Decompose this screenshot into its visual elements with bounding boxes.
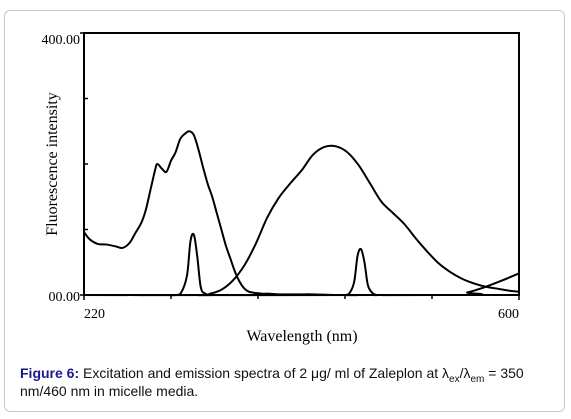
y-axis-label: Fluorescence intensity bbox=[44, 92, 61, 236]
x-tick-label-max: 600 bbox=[498, 307, 519, 322]
spectrum-line-5 bbox=[83, 272, 520, 297]
spectrum-line-2 bbox=[84, 232, 519, 297]
caption-text: Excitation and emission spectra of 2 μg/… bbox=[83, 365, 450, 381]
figure-frame bbox=[4, 10, 565, 412]
series-lines bbox=[83, 130, 520, 297]
plot-area-frame bbox=[83, 32, 520, 296]
y-tick-label-min: 00.00 bbox=[49, 290, 81, 305]
tick-marks bbox=[80, 32, 520, 300]
x-axis-label: Wavelength (nm) bbox=[246, 328, 357, 345]
y-tick-label-max: 400.00 bbox=[42, 33, 81, 48]
spectrum-line-3 bbox=[83, 144, 520, 297]
caption-text-end: = 350 nm/460 nm in micelle media. bbox=[20, 365, 524, 399]
caption-sub-ex: ex bbox=[449, 373, 460, 385]
figure-caption: Figure 6: Excitation and emission spectr… bbox=[20, 364, 560, 400]
x-tick-label-min: 220 bbox=[84, 307, 105, 322]
spectrum-line-1 bbox=[83, 130, 519, 297]
caption-slash: /λ bbox=[459, 365, 471, 381]
spectrum-line-4 bbox=[84, 247, 519, 297]
caption-sub-em: em bbox=[470, 373, 485, 385]
figure-label: Figure 6: bbox=[20, 365, 80, 381]
